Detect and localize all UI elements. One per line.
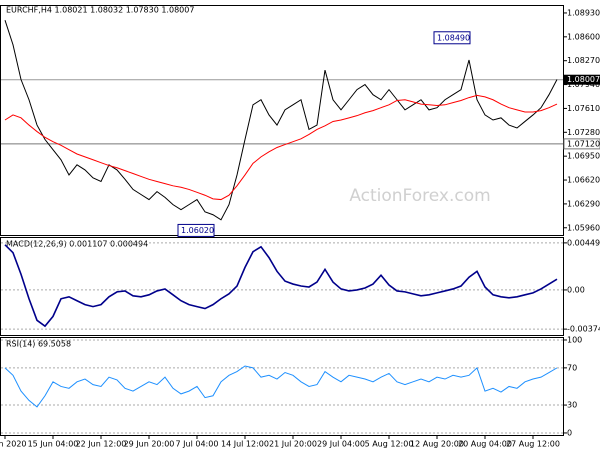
x-tick-label: 7 Jul 04:00 — [176, 440, 219, 449]
support-label: 1.07120 — [567, 139, 600, 148]
y-tick-label: 1.08930 — [567, 8, 600, 17]
x-tick-label: 15 Jun 04:00 — [28, 440, 79, 449]
price-box — [564, 74, 600, 85]
y-tick-label: 30 — [567, 401, 577, 410]
x-tick-label: 21 Jul 20:00 — [269, 440, 317, 449]
x-tick-label: 5 Jun 2020 — [0, 440, 27, 449]
support-box — [563, 138, 600, 150]
y-tick-label: 1.05960 — [567, 223, 600, 232]
y-tick-label: 1.06290 — [567, 199, 600, 208]
indicator-title: MACD(12,26,9) 0.001107 0.000494 — [6, 240, 148, 249]
series-line — [4, 244, 558, 328]
y-tick-label: 1.06620 — [567, 176, 600, 185]
x-tick-label: 29 Jun 20:00 — [124, 440, 175, 449]
y-tick-label: 1.08600 — [567, 32, 600, 41]
annotation-box — [433, 31, 471, 45]
annotation-box — [177, 223, 215, 237]
y-tick-label: 0 — [567, 428, 572, 437]
indicator-title: RSI(14) 69.5058 — [6, 340, 71, 349]
x-tick-label: 20 Aug 04:00 — [458, 440, 512, 449]
series-line — [4, 94, 558, 201]
series-line — [4, 20, 558, 221]
x-tick-label: 12 Aug 20:00 — [410, 440, 464, 449]
x-tick-label: 5 Aug 12:00 — [365, 440, 414, 449]
price-label: 1.08007 — [567, 75, 600, 84]
y-tick-label: 0.004495 — [567, 238, 600, 247]
y-tick-label: 1.06950 — [567, 152, 600, 161]
x-tick-label: 14 Jul 12:00 — [221, 440, 269, 449]
y-tick-label: 1.07610 — [567, 104, 600, 113]
panel-frame — [0, 5, 564, 236]
header: EURCHF,H4 1.08021 1.08032 1.07830 1.0800… — [6, 6, 194, 15]
y-tick-label: 100 — [567, 335, 582, 344]
y-tick-label: 70 — [567, 363, 577, 372]
x-tick-label: 27 Aug 12:00 — [506, 440, 560, 449]
panel-frame — [0, 337, 564, 436]
annotation: 1.06020 — [181, 226, 214, 235]
annotation: 1.08490 — [437, 33, 470, 42]
y-tick-label: -0.003743 — [567, 325, 600, 334]
x-tick-label: 29 Jul 04:00 — [317, 440, 365, 449]
watermark: ActionForex.com — [349, 186, 490, 206]
y-tick-label: 1.08270 — [567, 56, 600, 65]
x-tick-label: 22 Jun 12:00 — [76, 440, 127, 449]
series-line — [4, 365, 558, 408]
panel-frame — [0, 237, 564, 336]
y-tick-label: 1.07280 — [567, 128, 600, 137]
y-tick-label: 0.00 — [567, 285, 585, 294]
